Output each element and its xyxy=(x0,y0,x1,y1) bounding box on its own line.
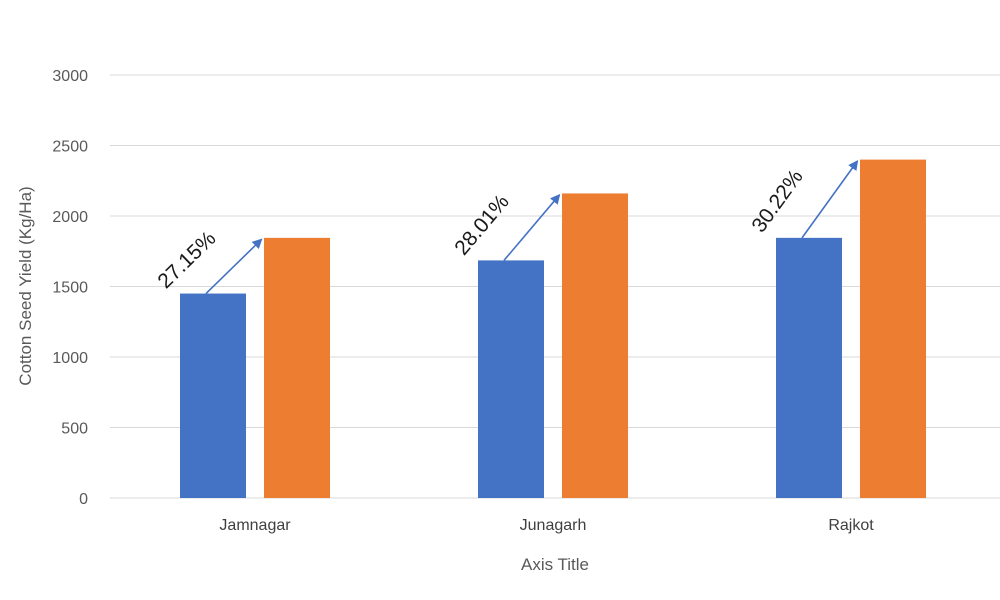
growth-arrows xyxy=(205,159,859,295)
bar-series-2-junagarh xyxy=(562,193,628,498)
y-tick-label: 2500 xyxy=(52,139,88,156)
y-tick-label: 0 xyxy=(79,491,88,508)
y-axis-ticks: 0 500 1000 1500 2000 2500 3000 xyxy=(52,68,88,508)
growth-annotation: 27.15% xyxy=(153,227,220,293)
bar-series-2-rajkot xyxy=(860,159,926,498)
growth-arrow xyxy=(205,238,263,295)
x-category-label: Rajkot xyxy=(828,517,874,534)
y-tick-label: 500 xyxy=(61,421,88,438)
bar-series-1-junagarh xyxy=(478,260,544,498)
x-category-label: Jamnagar xyxy=(219,517,291,534)
growth-arrow xyxy=(503,193,561,261)
y-tick-label: 2000 xyxy=(52,209,88,226)
gridlines xyxy=(110,74,1000,499)
growth-arrow xyxy=(801,159,859,239)
y-tick-label: 1500 xyxy=(52,280,88,297)
bar-series-1-jamnagar xyxy=(180,293,246,498)
y-tick-label: 1000 xyxy=(52,350,88,367)
growth-annotation: 28.01% xyxy=(450,190,514,259)
x-category-label: Junagarh xyxy=(520,517,587,534)
y-tick-label: 3000 xyxy=(52,68,88,85)
bar-series-1-rajkot xyxy=(776,237,842,499)
y-axis-title: Cotton Seed Yield (Kg/Ha) xyxy=(16,186,35,385)
bar-series-2-jamnagar xyxy=(264,237,330,499)
x-axis-title: Axis Title xyxy=(521,555,589,574)
growth-annotation: 30.22% xyxy=(747,166,807,237)
category-labels: Jamnagar Junagarh Rajkot xyxy=(219,517,874,534)
bars xyxy=(180,159,926,499)
